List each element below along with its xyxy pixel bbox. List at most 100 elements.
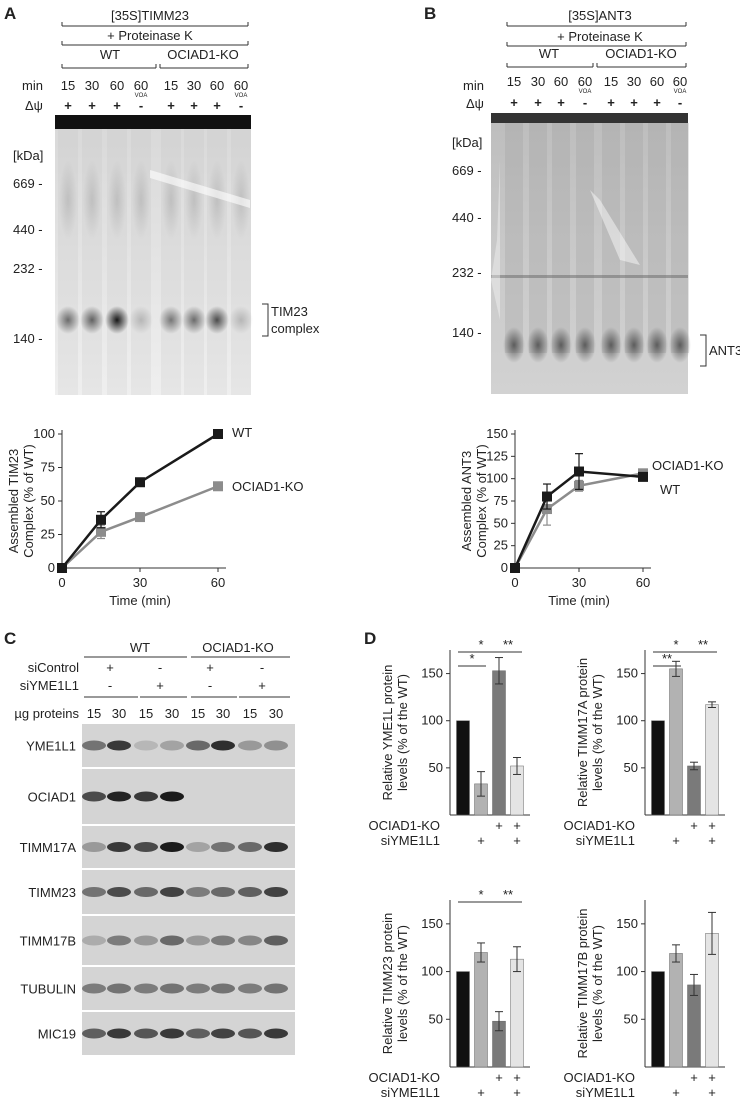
panel-c-cond-cell: - [208, 678, 212, 693]
bar [687, 984, 701, 1068]
condition-label: siYME1L1 [381, 1085, 440, 1097]
panel-a-marker-669: 669 - [13, 176, 43, 191]
y-tick-label: 150 [616, 916, 638, 931]
panel-b-min-1: 30 [531, 74, 545, 89]
x-tick-label: 30 [133, 575, 147, 590]
y-tick-label: 100 [616, 713, 638, 728]
data-point [510, 563, 520, 573]
panel-c-row-sicontrol: siControl [28, 660, 79, 675]
blot-band [160, 740, 184, 751]
blot-band [82, 983, 106, 994]
panel-c-load-4: 15 [191, 706, 205, 721]
condition-cell: + [708, 1070, 716, 1085]
series-line [61, 432, 219, 569]
condition-cell: + [495, 818, 503, 833]
bar [669, 953, 683, 1068]
blot-band [211, 1028, 235, 1039]
significance-label: ** [503, 637, 513, 652]
y-tick-label: 150 [486, 426, 508, 441]
blot-band [160, 1028, 184, 1039]
blot-band [82, 1028, 106, 1039]
panel-c-row-siyme1l1: siYME1L1 [20, 678, 79, 693]
panel-a-substrate: [35S]TIMM23 [111, 8, 189, 23]
panel-c-group-wt: WT [130, 640, 150, 655]
panel-a-min-4: 15 [164, 78, 178, 93]
blot-band [107, 791, 131, 802]
blot-band [186, 983, 210, 994]
panel-c-load-2: 15 [139, 706, 153, 721]
panel-c-protein-label: µg proteins [14, 706, 79, 721]
series-line [513, 472, 644, 569]
panel-d-chart-3: 50 100 150 Relative TIMM17B protein levels (… [563, 900, 725, 1097]
blot-band [82, 842, 106, 852]
panel-c-load-5: 30 [216, 706, 230, 721]
blot-band [238, 842, 262, 852]
y-tick-label: 100 [616, 964, 638, 979]
panel-b-dpsi-3: - [583, 95, 587, 110]
y-tick-label: 75 [41, 460, 55, 475]
blot-strip [82, 916, 295, 965]
panel-letter-c: C [4, 629, 16, 648]
data-point [96, 514, 106, 525]
blot-band [238, 1028, 262, 1039]
panel-a-dpsi-4: + [167, 98, 175, 113]
significance-label: ** [662, 651, 672, 666]
panel-a-min-5: 30 [187, 78, 201, 93]
panel-b-min-2: 60 [554, 74, 568, 89]
panel-b-dpsi-0: + [510, 95, 518, 110]
blot-band [264, 740, 288, 751]
bar [474, 952, 488, 1068]
panel-a-dpsi-3: - [139, 98, 143, 113]
panel-b-dpsi-1: + [534, 95, 542, 110]
panel-c-cond-cell: - [260, 660, 264, 675]
blot-band [82, 791, 106, 802]
panel-letter-b: B [424, 4, 436, 23]
y-axis-label: levels (% of the WT) [590, 674, 605, 791]
condition-cell: + [477, 833, 485, 848]
panel-b-min-4: 15 [604, 74, 618, 89]
blot-band [82, 740, 106, 751]
panel-b-voa-7: VOA [674, 89, 687, 95]
y-tick-label: 75 [494, 493, 508, 508]
panel-a-min-0: 15 [61, 78, 75, 93]
bar [687, 765, 701, 816]
data-point [542, 491, 552, 502]
panel-c-blots: YME1L1 OCIAD1 TIMM17A TIMM23 TIMM17B TUBULIN M… [20, 724, 295, 1055]
condition-cell: + [495, 1070, 503, 1085]
significance-label: ** [698, 637, 708, 652]
panel-a-min-label: min [22, 78, 43, 93]
panel-b-dpsi-7: - [678, 95, 682, 110]
condition-cell: + [672, 1085, 680, 1097]
panel-b-dpsi-2: + [557, 95, 565, 110]
panel-a-header: [35S]TIMM23 + Proteinase K WT OCIAD1-KO … [22, 8, 249, 113]
significance-label: * [469, 651, 474, 666]
data-point [574, 466, 584, 477]
blot-band [82, 935, 106, 946]
blot-band [186, 887, 210, 897]
blot-band [211, 983, 235, 994]
bar [510, 958, 524, 1068]
y-axis-label: Relative TIMM17B protein [575, 908, 590, 1058]
condition-cell: + [708, 833, 716, 848]
blot-band [211, 887, 235, 897]
y-axis-label: levels (% of the WT) [395, 674, 410, 791]
panel-b-voa-3: VOA [579, 89, 592, 95]
panel-b-min-label: min [463, 78, 484, 93]
y-tick-label: 0 [48, 560, 55, 575]
panel-c-load-7: 30 [269, 706, 283, 721]
condition-cell: + [513, 833, 521, 848]
y-axis-label: Complex (% of WT) [21, 444, 36, 557]
blot-band [264, 983, 288, 994]
bar [456, 971, 470, 1068]
blot-label: TIMM23 [28, 885, 76, 900]
blot-band [107, 935, 131, 946]
bar [651, 720, 665, 816]
data-point [135, 477, 145, 488]
condition-cell: + [708, 1085, 716, 1097]
panel-c-load-3: 30 [165, 706, 179, 721]
panel-b-band-label: ANT3 [709, 343, 740, 358]
bar [456, 720, 470, 816]
panel-c-cond-cell: + [206, 660, 214, 675]
blot-band [134, 935, 158, 946]
